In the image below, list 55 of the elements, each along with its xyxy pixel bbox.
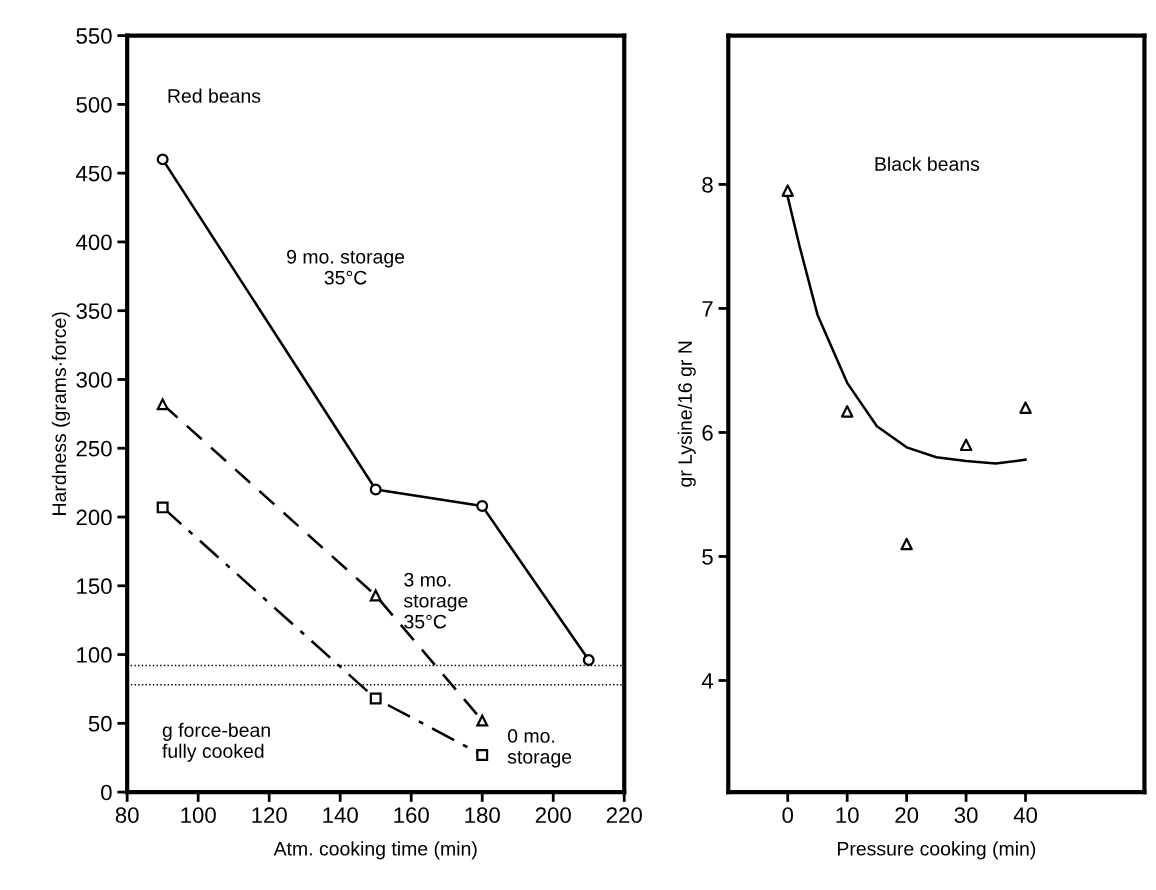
point <box>369 589 382 602</box>
point <box>476 500 489 512</box>
y-tick-label: 400 <box>76 234 112 251</box>
point <box>781 184 794 197</box>
y-tick-label: 500 <box>76 96 112 113</box>
x-tick-label: 100 <box>181 807 216 824</box>
point <box>476 748 489 761</box>
point <box>840 405 854 418</box>
x-tick-label: 40 <box>1013 807 1038 824</box>
y-tick-label: 350 <box>76 303 112 319</box>
x-tick-label: 200 <box>535 807 571 824</box>
x-tick-label: 0 <box>782 807 794 824</box>
point <box>156 398 169 411</box>
y-axis-title: Hardness (grams·force) <box>51 312 70 515</box>
y-tick-label: 550 <box>76 28 112 44</box>
x-tick-label: 20 <box>895 807 919 824</box>
y-tick-label: 250 <box>76 440 112 457</box>
y-tick-label: 5 <box>702 549 713 565</box>
x-tick-label: 140 <box>323 807 358 824</box>
y-axis-title: gr Lysine/16 gr N <box>677 341 696 487</box>
point <box>959 438 973 452</box>
y-tick-label: 150 <box>77 578 112 595</box>
annotation: g force-bean fully cooked <box>162 722 270 762</box>
annotation: Black beans <box>875 156 980 171</box>
y-tick-label: 6 <box>702 424 713 441</box>
y-tick-label: 7 <box>702 301 713 317</box>
point <box>156 501 169 514</box>
y-tick-label: 4 <box>701 673 714 689</box>
x-tick-label: 80 <box>115 807 139 824</box>
x-tick-label: 160 <box>394 807 429 824</box>
point <box>369 483 382 496</box>
y-tick-label: 50 <box>88 715 112 732</box>
series-label: 0 mo. storage <box>507 729 572 768</box>
x-axis-title: Atm. cooking time (min) <box>273 841 477 860</box>
x-axis-title: Pressure cooking (min) <box>838 841 1036 860</box>
point <box>1019 401 1032 414</box>
point <box>900 537 913 551</box>
point <box>476 714 489 727</box>
x-tick-label: 180 <box>465 807 500 824</box>
y-tick-label: 100 <box>77 647 112 663</box>
y-tick-label: 200 <box>76 509 112 526</box>
y-tick-label: 300 <box>76 372 112 388</box>
y-tick-label: 0 <box>101 784 112 801</box>
x-tick-label: 220 <box>606 807 642 824</box>
series-label: 9 mo. storage 35°C <box>287 249 405 285</box>
point <box>156 153 169 166</box>
y-tick-label: 8 <box>702 176 713 193</box>
point <box>369 692 382 705</box>
x-tick-label: 120 <box>252 807 287 824</box>
x-tick-label: 30 <box>954 807 978 824</box>
y-tick-label: 450 <box>76 165 112 182</box>
point <box>582 654 595 667</box>
series-label: 3 mo. storage 35°C <box>404 572 468 629</box>
x-tick-label: 10 <box>836 807 859 824</box>
annotation: Red beans <box>168 88 261 103</box>
